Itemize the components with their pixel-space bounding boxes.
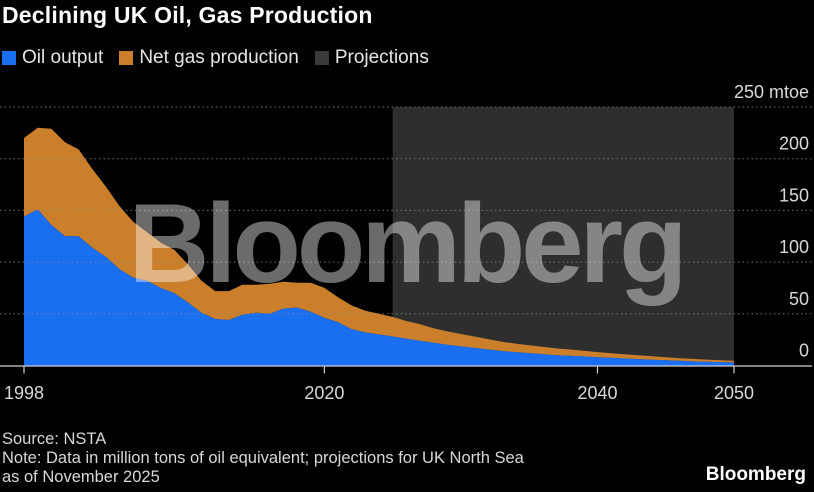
footer: Source: NSTA Note: Data in million tons …	[2, 430, 524, 487]
legend-item-oil: Oil output	[2, 47, 103, 69]
legend-item-projections: Projections	[314, 47, 429, 69]
legend-label-gas: Net gas production	[139, 47, 299, 68]
x-tick-label-1998: 1998	[4, 383, 44, 403]
oil-area	[24, 209, 734, 366]
y-tick-label-250: 250 mtoe	[734, 82, 809, 102]
legend-swatch-gas	[119, 51, 134, 65]
data-note-line2: as of November 2025	[2, 468, 160, 486]
chart-title: Declining UK Oil, Gas Production	[2, 2, 373, 28]
x-tick-label-2050: 2050	[714, 383, 754, 403]
projection-band	[392, 107, 734, 366]
legend-swatch-projections	[314, 51, 329, 65]
legend-label-oil: Oil output	[22, 47, 104, 68]
y-tick-label-150: 150	[779, 185, 809, 205]
gas-area	[24, 127, 734, 363]
bloomberg-logo: Bloomberg	[705, 464, 806, 485]
source-note: Source: NSTA	[2, 430, 107, 448]
y-tick-label-0: 0	[799, 341, 809, 361]
legend-item-gas: Net gas production	[119, 47, 299, 69]
x-tick-label-2040: 2040	[577, 383, 617, 403]
legend: Oil output Net gas production Projection…	[2, 46, 445, 70]
y-tick-label-200: 200	[779, 134, 809, 154]
data-note-line1: Note: Data in million tons of oil equiva…	[2, 449, 524, 467]
y-tick-label-100: 100	[779, 237, 809, 257]
y-tick-label-50: 50	[789, 289, 809, 309]
bloomberg-watermark: Bloomberg	[128, 181, 683, 306]
legend-swatch-oil	[2, 51, 16, 65]
legend-label-projections: Projections	[334, 47, 429, 68]
x-tick-label-2020: 2020	[304, 383, 344, 403]
